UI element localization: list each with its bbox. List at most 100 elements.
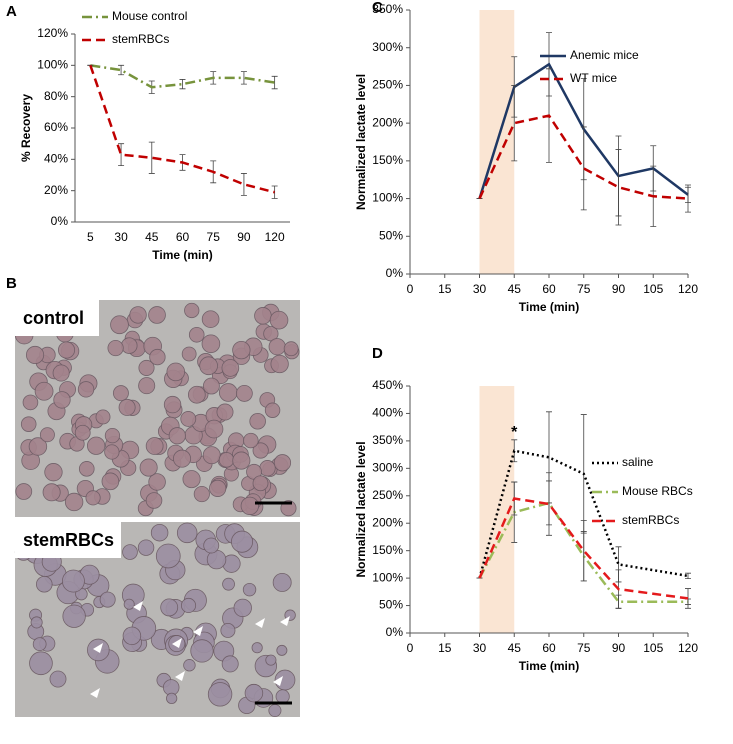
cell: [203, 537, 220, 554]
cell: [20, 416, 37, 432]
cell: [259, 460, 276, 477]
cell: [232, 340, 251, 360]
series-line: [478, 501, 688, 603]
y-tick-label: 350%: [372, 433, 403, 447]
cell: [190, 639, 214, 663]
series-line: [478, 497, 689, 600]
error-bar: [685, 184, 691, 213]
cell: [252, 475, 269, 492]
cell: [180, 411, 197, 427]
error-bar: [685, 572, 691, 580]
panel-label: C: [372, 0, 383, 16]
x-tick-label: 105: [643, 641, 663, 655]
cell: [118, 398, 136, 416]
cell: [193, 485, 210, 503]
x-tick-label: 5: [87, 230, 94, 244]
cell: [52, 364, 70, 382]
cell: [252, 442, 269, 459]
error-bar: [148, 141, 155, 174]
legend-label: WT mice: [570, 71, 617, 85]
cell: [112, 385, 129, 402]
cell: [163, 395, 182, 414]
y-tick-label: 250%: [372, 488, 403, 502]
cell: [216, 403, 234, 421]
cell: [110, 315, 129, 335]
cell: [150, 523, 169, 542]
arrowhead: [280, 616, 290, 626]
y-axis-title: Normalized lactate level: [354, 441, 368, 577]
arrowhead: [172, 638, 182, 648]
cell: [254, 307, 272, 325]
cell: [139, 458, 158, 477]
cell: [265, 654, 277, 666]
error-bar: [240, 173, 247, 196]
cell: [202, 377, 220, 395]
cell: [264, 402, 281, 418]
arrowhead: [193, 626, 203, 636]
legend-label: Anemic mice: [570, 48, 639, 62]
x-tick-label: 75: [577, 641, 591, 655]
legend-label: stemRBCs: [112, 32, 169, 46]
x-tick-label: 0: [407, 641, 414, 655]
legend-label: Mouse control: [112, 9, 187, 23]
cell: [95, 409, 111, 425]
arrowhead: [93, 643, 103, 653]
error-bar: [118, 143, 125, 166]
cell: [137, 539, 155, 556]
panel-label: B: [6, 275, 17, 292]
error-bar: [580, 126, 587, 211]
x-tick-label: 75: [577, 282, 591, 296]
x-tick-label: 120: [265, 230, 285, 244]
y-tick-label: 40%: [44, 152, 68, 166]
cell: [155, 543, 181, 569]
y-tick-label: 450%: [372, 378, 403, 392]
cell: [120, 337, 138, 354]
y-tick-label: 300%: [372, 40, 403, 54]
x-tick-label: 120: [678, 641, 698, 655]
x-tick-label: 105: [643, 282, 663, 296]
cell: [78, 461, 95, 477]
arrowhead: [273, 676, 283, 686]
cell: [275, 689, 290, 704]
y-tick-label: 200%: [372, 515, 403, 529]
cell: [166, 692, 178, 705]
error-bar: [179, 79, 186, 90]
cell: [207, 682, 233, 707]
cell: [221, 359, 240, 377]
x-tick-label: 30: [473, 641, 487, 655]
chart: A 5 30 45 60 75 90 120 0% 20% 40% 60% 80% 100% 120% Tim…: [6, 3, 290, 262]
x-tick-label: 15: [438, 282, 452, 296]
cell: [201, 334, 221, 354]
cell: [145, 492, 163, 509]
cell: [53, 391, 71, 409]
y-tick-label: 300%: [372, 461, 403, 475]
cell: [148, 306, 166, 324]
cell: [184, 302, 200, 319]
y-tick-label: 100%: [37, 58, 68, 72]
arrowhead: [255, 618, 265, 628]
cell: [145, 437, 164, 455]
x-tick-label: 45: [508, 641, 522, 655]
panel-label: D: [372, 345, 383, 362]
cell: [122, 544, 138, 560]
series-line: [478, 449, 689, 579]
cell: [202, 446, 221, 465]
cell: [243, 432, 259, 449]
legend-label: saline: [622, 455, 654, 469]
cell: [235, 385, 253, 402]
y-tick-label: 50%: [379, 598, 403, 612]
cell: [15, 483, 33, 500]
cell: [64, 492, 84, 512]
x-axis-title: Time (min): [519, 659, 579, 673]
error-bar: [546, 472, 552, 536]
cell: [99, 591, 116, 608]
cell: [222, 577, 235, 591]
x-tick-label: 90: [237, 230, 251, 244]
error-bar: [271, 185, 278, 199]
y-tick-label: 120%: [37, 26, 68, 40]
chart: D 0 15 30 45 60 75 90 105 120 * 0% 50% 100% 150% 200% 25…: [354, 345, 698, 673]
x-tick-label: 60: [176, 230, 190, 244]
x-axis-title: Time (min): [152, 248, 212, 262]
x-tick-label: 0: [407, 282, 414, 296]
